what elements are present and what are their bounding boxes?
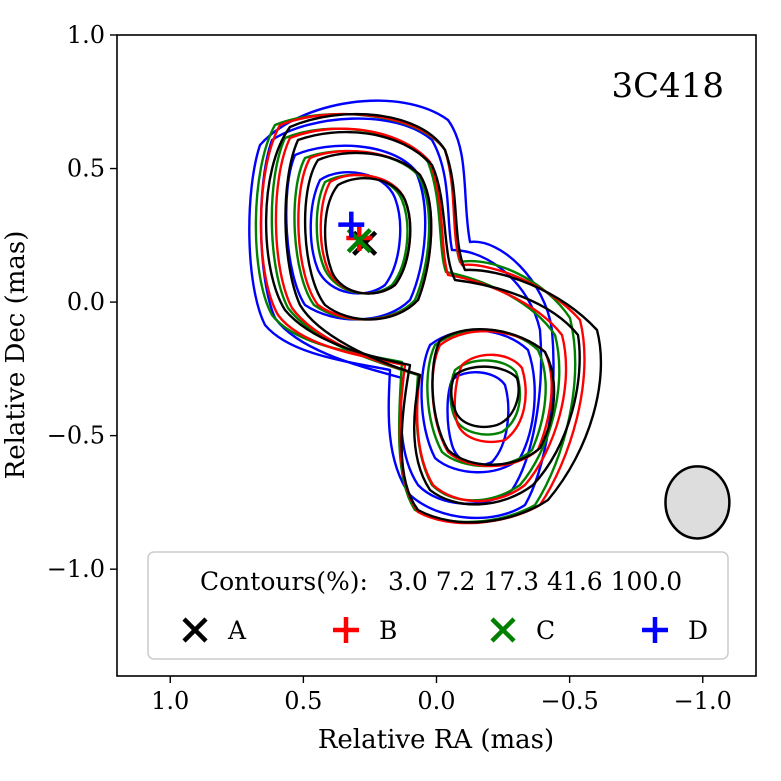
contour-c-2: [270, 127, 561, 502]
peak-marker-d: [338, 211, 365, 238]
legend-marker: [182, 617, 208, 643]
y-tick-label: 0.5: [67, 155, 105, 183]
legend-entry-d: D: [642, 616, 708, 645]
legend-entry-a: A: [182, 616, 247, 645]
legend-entry-b: B: [333, 616, 397, 645]
peak-markers-group: [338, 211, 378, 256]
beam-ellipse: [664, 465, 731, 540]
x-tick-label: −0.5: [540, 687, 598, 715]
contour-d-3: [285, 144, 427, 321]
contour-a-5: [323, 177, 412, 295]
x-axis-label: Relative RA (mas): [318, 725, 554, 755]
legend-marker: [490, 617, 516, 643]
y-tick-label: 0.0: [67, 288, 105, 316]
legend-label: B: [379, 616, 397, 645]
y-tick-label: −1.0: [47, 555, 105, 583]
legend-label: C: [536, 616, 555, 645]
source-label: 3C418: [611, 66, 724, 106]
contour-a-4: [431, 328, 556, 466]
x-tick-label: 0.5: [284, 687, 322, 715]
contour-c-6: [449, 359, 522, 436]
y-axis-label: Relative Dec (mas): [1, 231, 31, 480]
legend-label: D: [688, 616, 708, 645]
x-tick-label: 0.0: [417, 687, 455, 715]
contour-a-6: [450, 365, 520, 429]
axes-group: 1.0 0.5 0.0 −0.5 −1.0 1.0 0.5 0.0 −0.5 −1.0: [47, 21, 757, 715]
contour-a-2: [284, 130, 581, 506]
contour-a-3: [303, 151, 433, 321]
legend-contours-label: Contours(%):: [200, 567, 368, 596]
contours-group: [248, 99, 603, 525]
x-tick-label: 1.0: [151, 687, 189, 715]
contour-d-1: [248, 99, 555, 520]
contour-b-2: [274, 127, 568, 503]
legend-contours-levels: 3.0 7.2 17.3 41.6 100.0: [388, 567, 682, 596]
legend-entries: A B C D: [182, 616, 708, 645]
y-tick-label: 1.0: [67, 21, 105, 49]
legend-frame: [147, 551, 729, 660]
legend-entry-c: C: [490, 616, 555, 645]
y-tick-label: −0.5: [47, 422, 105, 450]
contour-d-6: [446, 371, 510, 467]
legend: Contours(%): 3.0 7.2 17.3 41.6 100.0 A B C…: [147, 551, 729, 660]
beam-group: [664, 465, 731, 540]
legend-label: A: [227, 616, 247, 645]
contour-a-1: [264, 112, 603, 524]
x-tick-label: −1.0: [674, 687, 732, 715]
